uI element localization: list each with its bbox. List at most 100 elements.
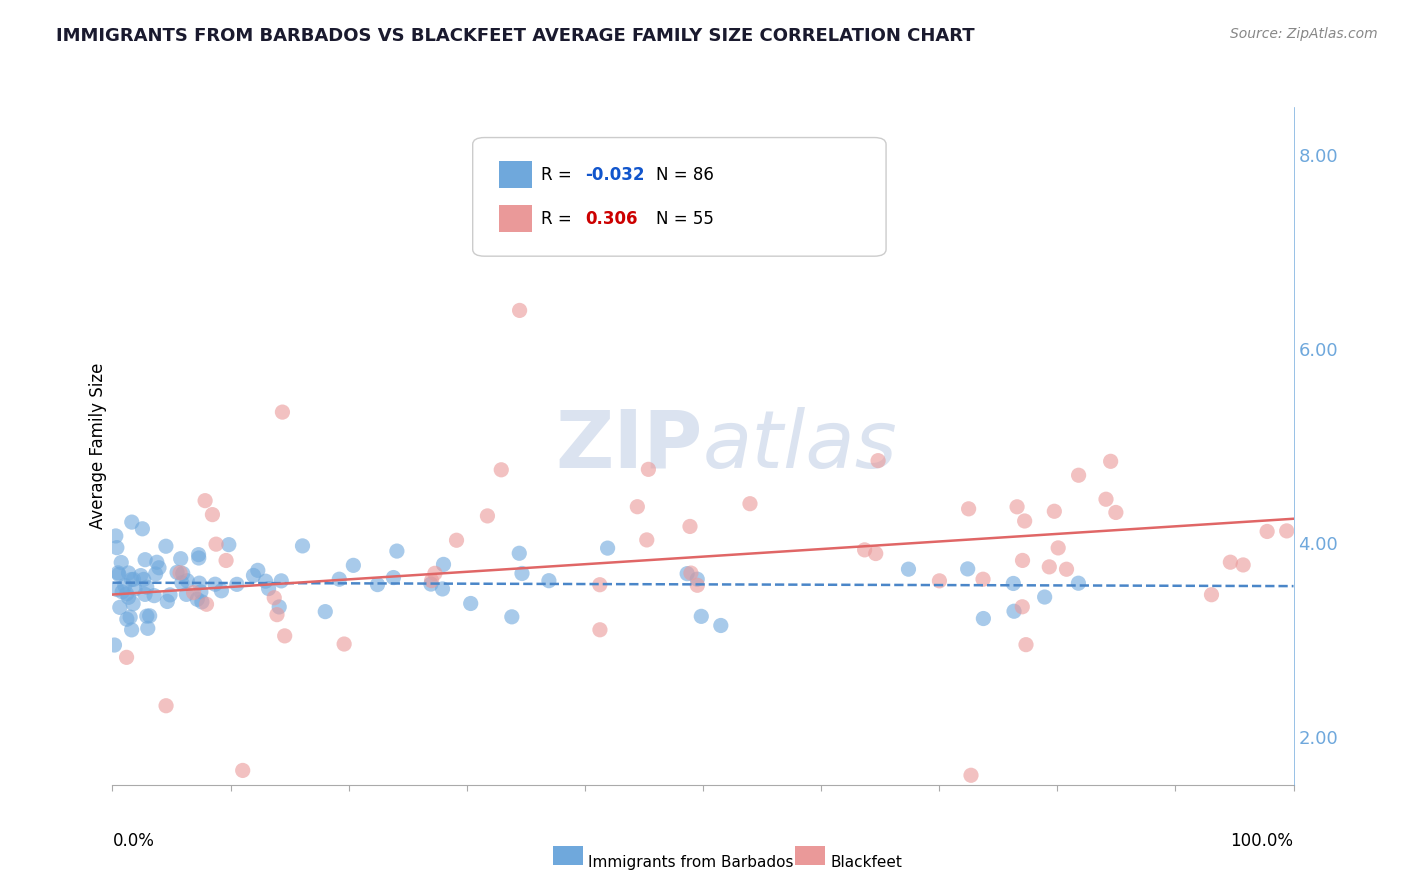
Point xyxy=(333,637,356,651)
Point xyxy=(710,618,733,632)
Point xyxy=(225,577,247,591)
Point xyxy=(1011,553,1033,567)
Bar xyxy=(553,846,582,865)
Text: Source: ZipAtlas.com: Source: ZipAtlas.com xyxy=(1230,27,1378,41)
Text: R =: R = xyxy=(541,210,578,227)
Point xyxy=(115,650,138,665)
Point xyxy=(865,547,887,561)
Point xyxy=(114,578,136,592)
Point xyxy=(508,546,530,560)
Point xyxy=(1002,576,1025,591)
Point xyxy=(148,560,170,574)
Point xyxy=(420,574,443,588)
Point xyxy=(626,500,648,514)
Text: Blackfeet: Blackfeet xyxy=(831,855,903,871)
Point xyxy=(432,558,454,572)
Text: R =: R = xyxy=(541,166,578,184)
Point xyxy=(460,597,482,611)
Point xyxy=(897,562,920,576)
Point xyxy=(328,572,350,586)
Point xyxy=(1095,492,1118,507)
Point xyxy=(972,611,994,625)
Point xyxy=(188,576,211,591)
Point xyxy=(209,583,232,598)
Point xyxy=(1099,454,1122,468)
Point xyxy=(1033,590,1056,604)
Point xyxy=(120,573,142,587)
Point xyxy=(135,580,157,594)
Point xyxy=(117,566,139,580)
Point xyxy=(187,548,209,562)
Point xyxy=(246,563,269,577)
Point xyxy=(166,566,188,580)
Point xyxy=(679,566,702,580)
Point xyxy=(589,578,612,592)
Point xyxy=(205,537,228,551)
Point xyxy=(134,552,156,566)
Point xyxy=(103,638,125,652)
Bar xyxy=(796,846,825,865)
Point xyxy=(686,578,709,592)
Point xyxy=(1043,504,1066,518)
Point xyxy=(1067,468,1090,483)
Point xyxy=(1002,604,1025,618)
Point xyxy=(121,623,143,637)
Point xyxy=(135,609,157,624)
Text: IMMIGRANTS FROM BARBADOS VS BLACKFEET AVERAGE FAMILY SIZE CORRELATION CHART: IMMIGRANTS FROM BARBADOS VS BLACKFEET AV… xyxy=(56,27,974,45)
Point xyxy=(266,607,288,622)
Point xyxy=(1038,560,1060,574)
Point xyxy=(186,592,208,607)
Point xyxy=(159,588,181,602)
Point xyxy=(636,533,658,547)
Point xyxy=(145,566,167,581)
Point xyxy=(104,529,127,543)
Point xyxy=(176,587,198,601)
Point xyxy=(1219,555,1241,569)
Point xyxy=(143,589,166,603)
Point xyxy=(111,585,134,599)
Point xyxy=(270,574,292,588)
Point xyxy=(596,541,619,555)
Point xyxy=(342,558,364,573)
Point xyxy=(1201,588,1223,602)
Point xyxy=(134,587,156,601)
Point xyxy=(232,764,254,778)
Point xyxy=(215,553,238,567)
Point xyxy=(637,462,659,476)
Point xyxy=(509,303,531,318)
Text: ZIP: ZIP xyxy=(555,407,703,485)
Point xyxy=(108,567,131,582)
Point xyxy=(190,584,212,599)
Point xyxy=(129,568,152,582)
Point xyxy=(124,582,146,596)
Point xyxy=(107,566,129,580)
Point xyxy=(204,577,226,591)
Point xyxy=(477,508,499,523)
Point xyxy=(1067,576,1090,591)
Point xyxy=(960,768,983,782)
Point xyxy=(195,597,218,611)
Bar xyxy=(499,205,531,233)
Text: 0.306: 0.306 xyxy=(585,210,637,227)
Point xyxy=(589,623,612,637)
Point xyxy=(155,539,177,553)
Point xyxy=(108,600,131,615)
Point xyxy=(132,573,155,587)
Point xyxy=(271,405,294,419)
Point xyxy=(121,515,143,529)
Point xyxy=(194,493,217,508)
Point xyxy=(122,573,145,587)
Point xyxy=(1056,562,1078,576)
Point xyxy=(146,555,169,569)
Point xyxy=(501,610,523,624)
Point xyxy=(957,501,980,516)
Point xyxy=(138,608,160,623)
Point xyxy=(1005,500,1028,514)
Point xyxy=(155,698,177,713)
Point xyxy=(170,575,193,590)
Y-axis label: Average Family Size: Average Family Size xyxy=(89,363,107,529)
Point xyxy=(690,609,713,624)
Text: atlas: atlas xyxy=(703,407,898,485)
Point xyxy=(169,566,191,580)
Point xyxy=(956,562,979,576)
